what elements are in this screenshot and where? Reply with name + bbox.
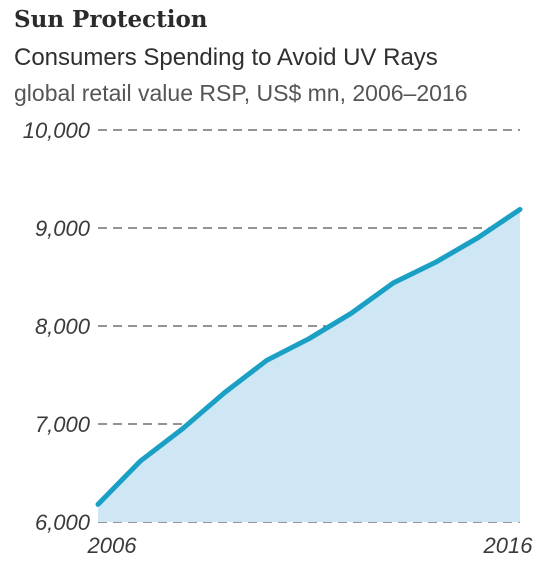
x-tick-label: 2016 xyxy=(483,533,534,558)
x-tick-label: 2006 xyxy=(87,533,138,558)
y-tick-label: 8,000 xyxy=(35,314,91,339)
chart-subtitle: Consumers Spending to Avoid UV Rays xyxy=(14,44,438,71)
chart-title: Sun Protection xyxy=(14,6,208,33)
y-axis-ticks: 6,000 7,000 8,000 9,000 10,000 xyxy=(23,118,91,535)
series-line xyxy=(95,206,523,507)
x-axis-ticks: 2006 2016 xyxy=(87,533,534,558)
y-tick-label: 9,000 xyxy=(35,216,91,241)
chart-unit-label: global retail value RSP, US$ mn, 2006–20… xyxy=(14,80,468,106)
y-tick-label: 10,000 xyxy=(23,118,91,143)
y-tick-label: 7,000 xyxy=(35,412,91,437)
y-tick-label: 6,000 xyxy=(35,510,91,535)
area-fill xyxy=(98,209,520,522)
